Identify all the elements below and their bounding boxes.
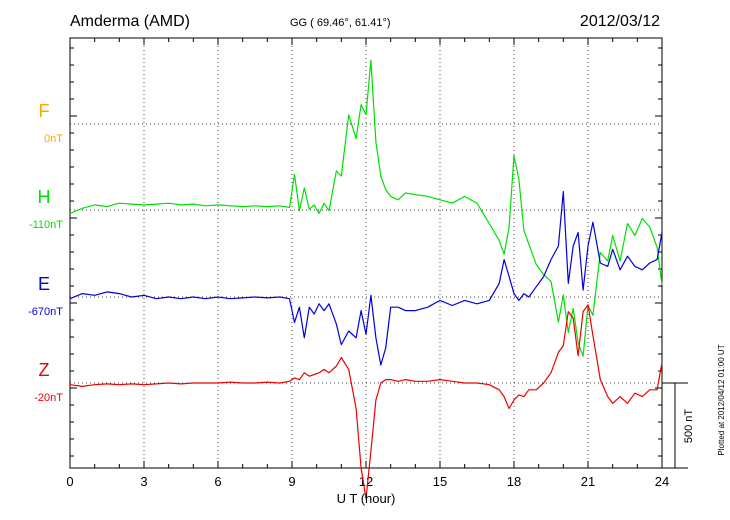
series-line-Z: [69, 304, 663, 500]
scale-bar-label: 500 nT: [683, 409, 695, 444]
channel-label-Z: Z: [39, 360, 50, 380]
x-tick-label: 9: [288, 474, 295, 489]
x-tick-label: 18: [507, 474, 521, 489]
scale-bar: 500 nT: [662, 382, 695, 469]
series-line-H: [69, 59, 663, 357]
channel-baseline-E: -670nT: [28, 306, 63, 318]
chart-date: 2012/03/12: [580, 13, 660, 30]
x-tick-label: 15: [433, 474, 447, 489]
channel-label-H: H: [38, 187, 51, 207]
x-tick-label: 3: [140, 474, 147, 489]
channel-baseline-H: -110nT: [29, 219, 63, 231]
channel-labels: F 0nT H -110nT E -670nT Z -20nT: [28, 101, 63, 404]
series-lines: [69, 59, 663, 500]
chart-subtitle: GG ( 69.46°, 61.41°): [290, 17, 391, 29]
channel-label-F: F: [39, 101, 50, 121]
chart-title: Amderma (AMD): [70, 13, 190, 30]
x-tick-label: 6: [214, 474, 221, 489]
x-tick-label: 21: [581, 474, 595, 489]
x-tick-label: 24: [655, 474, 669, 489]
channel-label-E: E: [38, 274, 50, 294]
series-line-E: [69, 191, 663, 366]
x-tick-label: 0: [66, 474, 73, 489]
channel-baseline-F: 0nT: [44, 133, 63, 145]
grid-lines: [70, 38, 662, 468]
plotted-note: Plotted at 2012/04/12 01:00 UT: [717, 344, 726, 455]
channel-baseline-Z: -20nT: [34, 392, 63, 404]
axis-ticks: [69, 38, 663, 468]
x-axis-label: U T (hour): [337, 491, 396, 506]
x-tick-label: 12: [359, 474, 373, 489]
